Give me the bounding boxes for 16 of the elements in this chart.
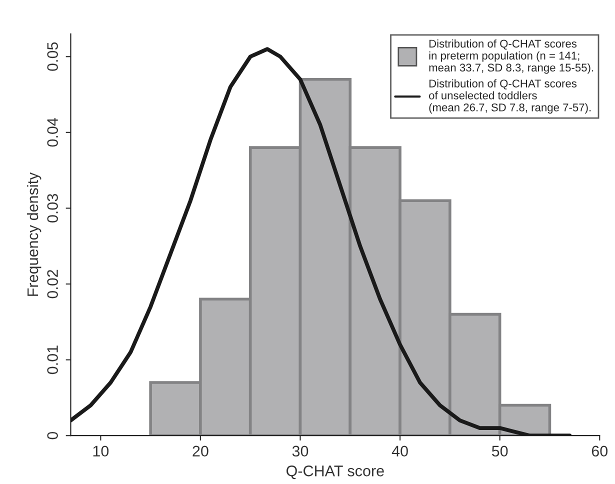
y-tick-label: 0	[47, 432, 58, 440]
x-tick-label: 10	[93, 446, 109, 457]
y-tick-label: 0.01	[47, 346, 58, 374]
x-axis-title: Q-CHAT score	[286, 466, 384, 480]
legend-label: Distribution of Q-CHAT scores of unselected toddlers (mean 26.7, SD 7.8, range 7-57).	[429, 79, 591, 114]
x-tick-label: 20	[192, 446, 208, 457]
x-tick-label: 50	[492, 446, 508, 457]
y-axis-title: Frequency density	[26, 172, 42, 296]
x-tick-label: 40	[392, 446, 408, 457]
y-tick-label: 0.03	[47, 194, 58, 222]
y-tick-label: 0.05	[47, 42, 58, 71]
y-tick-label: 0.02	[47, 270, 58, 298]
x-tick-label: 60	[592, 446, 608, 457]
y-tick-label: 0.04	[47, 118, 58, 147]
legend-label: Distribution of Q-CHAT scores in preterm population (n = 141; mean 33.7, SD 8.3, range 15-55).	[429, 39, 594, 74]
x-tick-label: 30	[292, 446, 308, 457]
